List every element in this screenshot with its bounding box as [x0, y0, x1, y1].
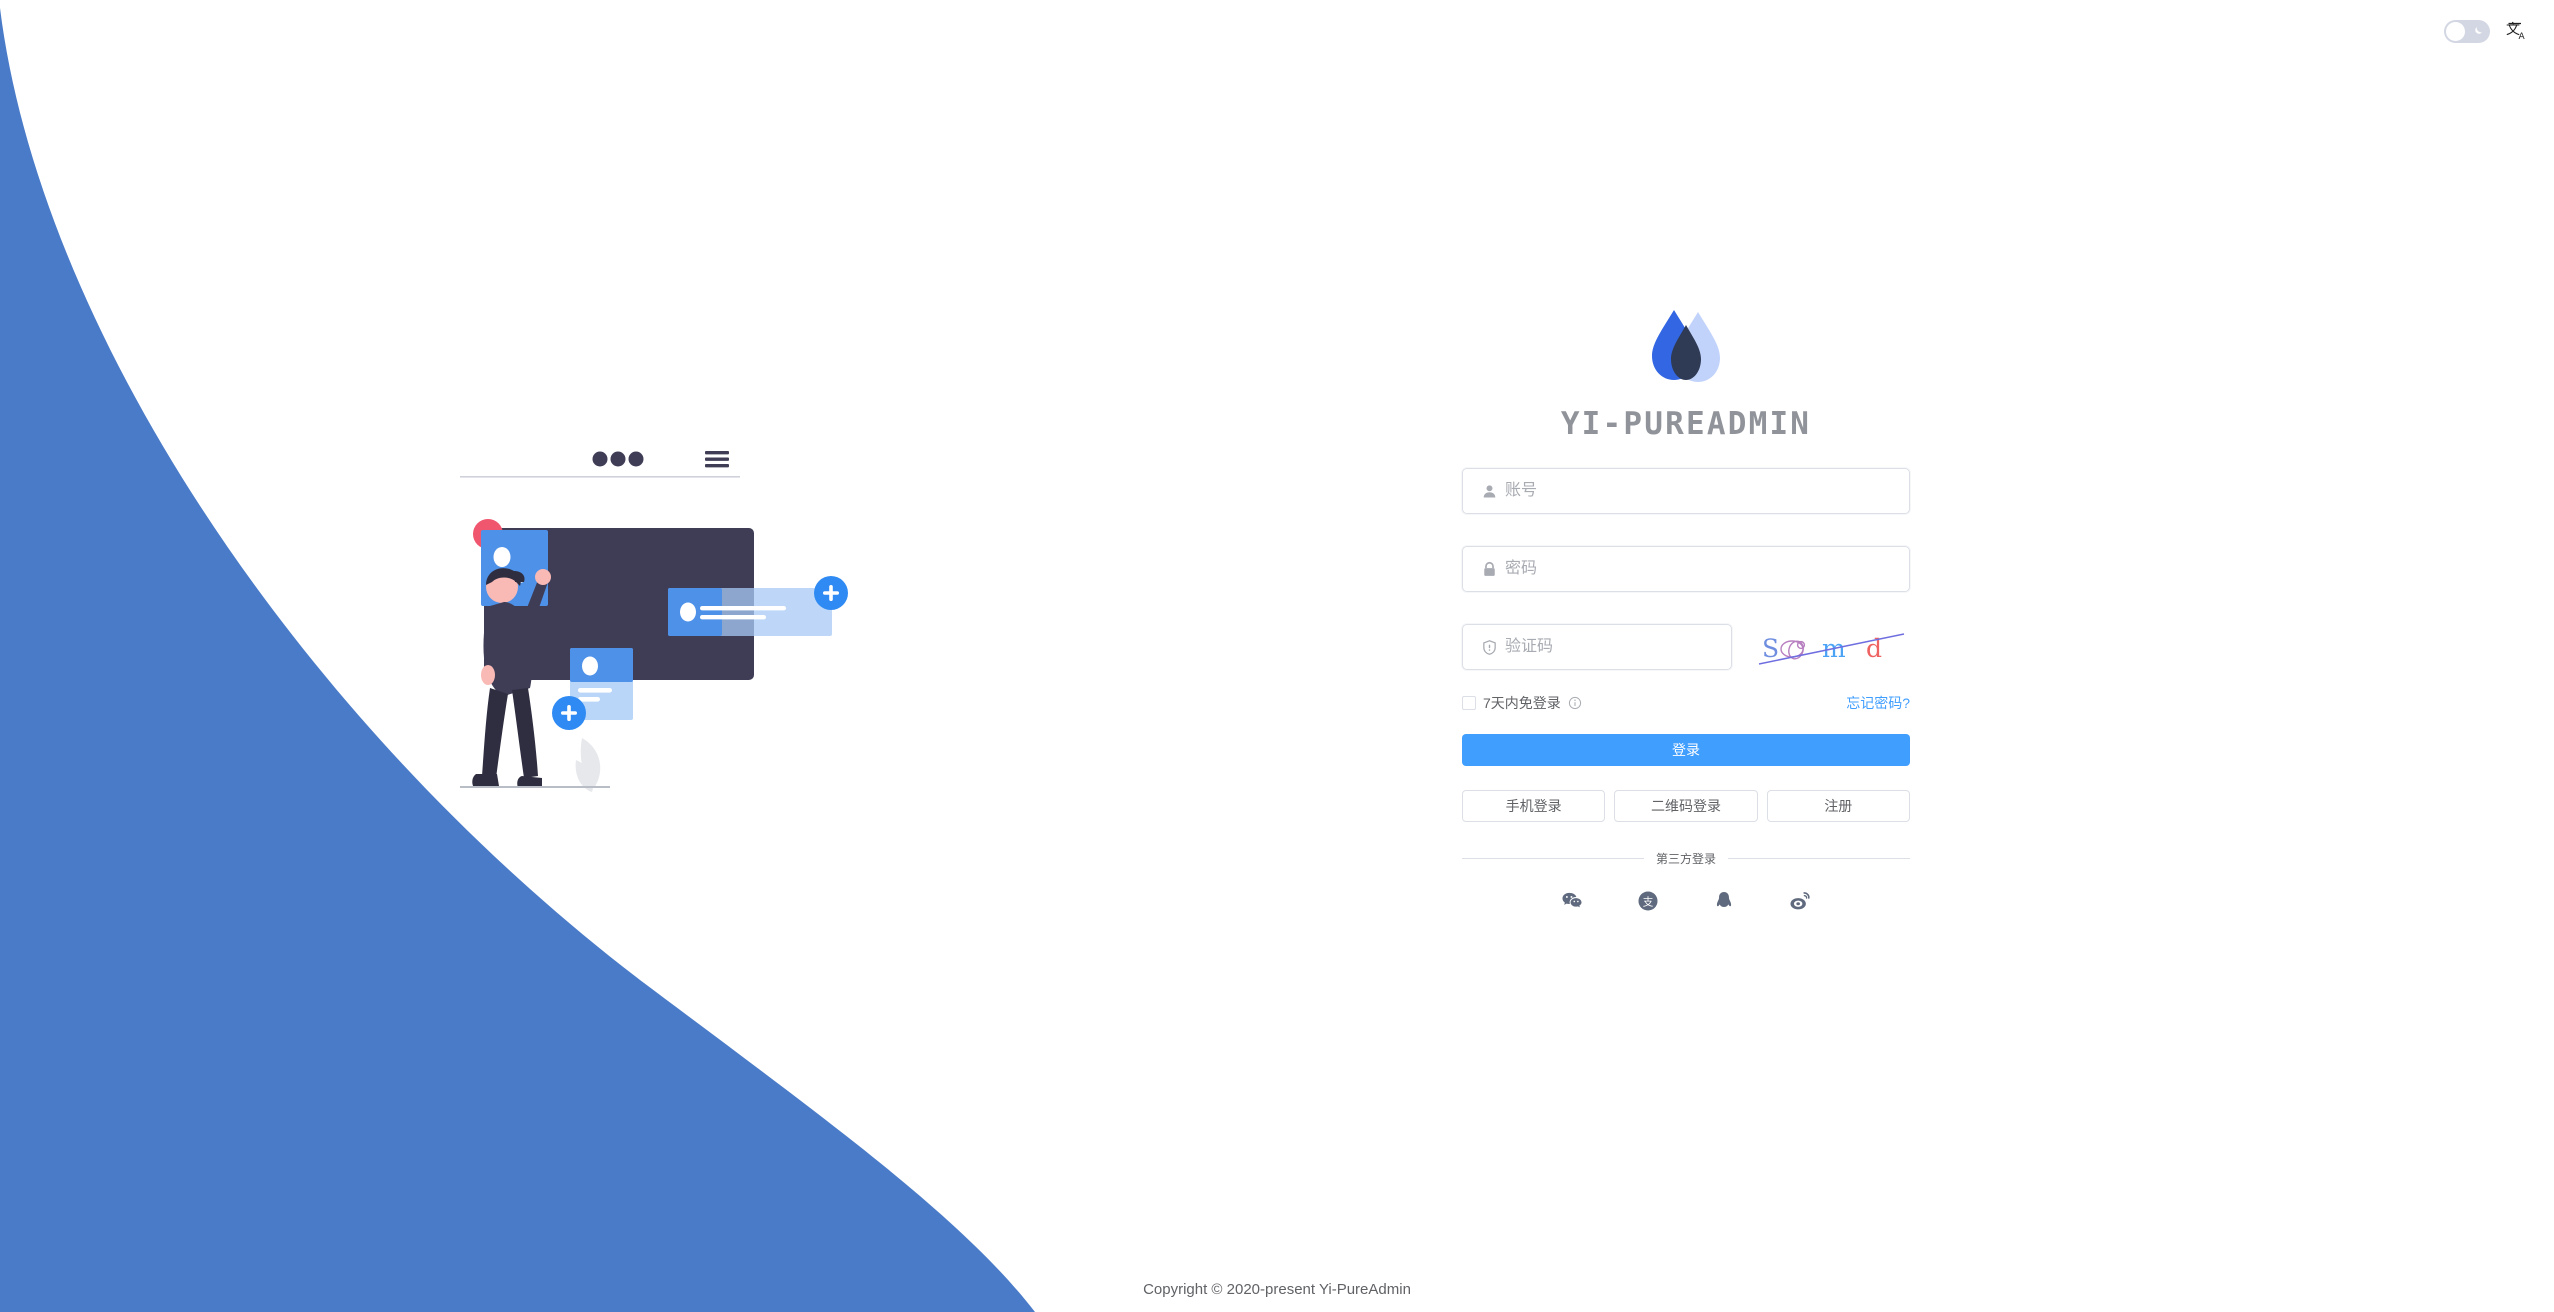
svg-text:支: 支 [1643, 896, 1654, 908]
verify-code-field[interactable] [1462, 624, 1732, 670]
verify-code-row: S m d [1462, 624, 1910, 670]
svg-text:文: 文 [2506, 22, 2520, 38]
username-input[interactable] [1505, 469, 1909, 513]
options-row: 7天内免登录 忘记密码? [1462, 692, 1910, 714]
brand-block: YI-PUREADMIN [1462, 300, 1910, 442]
qrcode-login-button[interactable]: 二维码登录 [1614, 790, 1758, 822]
login-button[interactable]: 登录 [1462, 734, 1910, 766]
dark-mode-toggle[interactable] [2444, 19, 2490, 43]
alt-login-buttons: 手机登录 二维码登录 注册 [1462, 790, 1910, 822]
illustration-ground-line [460, 786, 610, 788]
user-icon [1479, 483, 1499, 500]
lock-icon [1479, 561, 1499, 578]
illustration-window-header [460, 451, 740, 478]
weibo-icon[interactable] [1788, 889, 1812, 913]
register-button[interactable]: 注册 [1766, 790, 1910, 822]
remember-me-checkbox[interactable]: 7天内免登录 [1462, 693, 1582, 713]
alipay-icon[interactable]: 支 [1636, 889, 1660, 913]
password-input[interactable] [1505, 547, 1909, 591]
login-panel: YI-PUREADMIN [1462, 300, 1911, 913]
qq-icon[interactable] [1712, 889, 1736, 913]
footer-copyright: Copyright © 2020-present Yi-PureAdmin [1143, 1281, 1411, 1298]
divider-line-left [1462, 858, 1644, 859]
page-title: YI-PUREADMIN [1560, 406, 1812, 442]
water-drop-logo [1652, 310, 1720, 382]
toggle-knob [2446, 21, 2465, 41]
translate-icon[interactable]: 文 A [2504, 17, 2532, 45]
third-party-divider: 第三方登录 [1462, 850, 1911, 867]
remember-me-label: 7天内免登录 [1483, 695, 1561, 711]
info-circle-icon[interactable] [1568, 696, 1582, 710]
svg-text:S: S [1762, 634, 1779, 663]
third-party-providers: 支 [1462, 889, 1910, 913]
wechat-icon[interactable] [1560, 889, 1584, 913]
svg-text:A: A [2519, 32, 2526, 42]
login-illustration [460, 451, 848, 792]
divider-line-right [1728, 858, 1911, 859]
shield-icon [1479, 639, 1499, 656]
third-party-label: 第三方登录 [1656, 852, 1717, 866]
username-field[interactable] [1462, 468, 1910, 514]
password-field[interactable] [1462, 546, 1910, 592]
moon-icon [2475, 27, 2482, 34]
illustration-leaf [575, 738, 601, 792]
hamburger-icon [705, 451, 729, 468]
phone-login-button[interactable]: 手机登录 [1462, 790, 1606, 822]
forgot-password-link[interactable]: 忘记密码? [1846, 695, 1910, 711]
checkbox-box[interactable] [1462, 696, 1476, 710]
captcha-image[interactable]: S m d [1756, 624, 1906, 670]
top-bar: 文 A [2444, 0, 2554, 62]
verify-code-input[interactable] [1505, 625, 1731, 669]
